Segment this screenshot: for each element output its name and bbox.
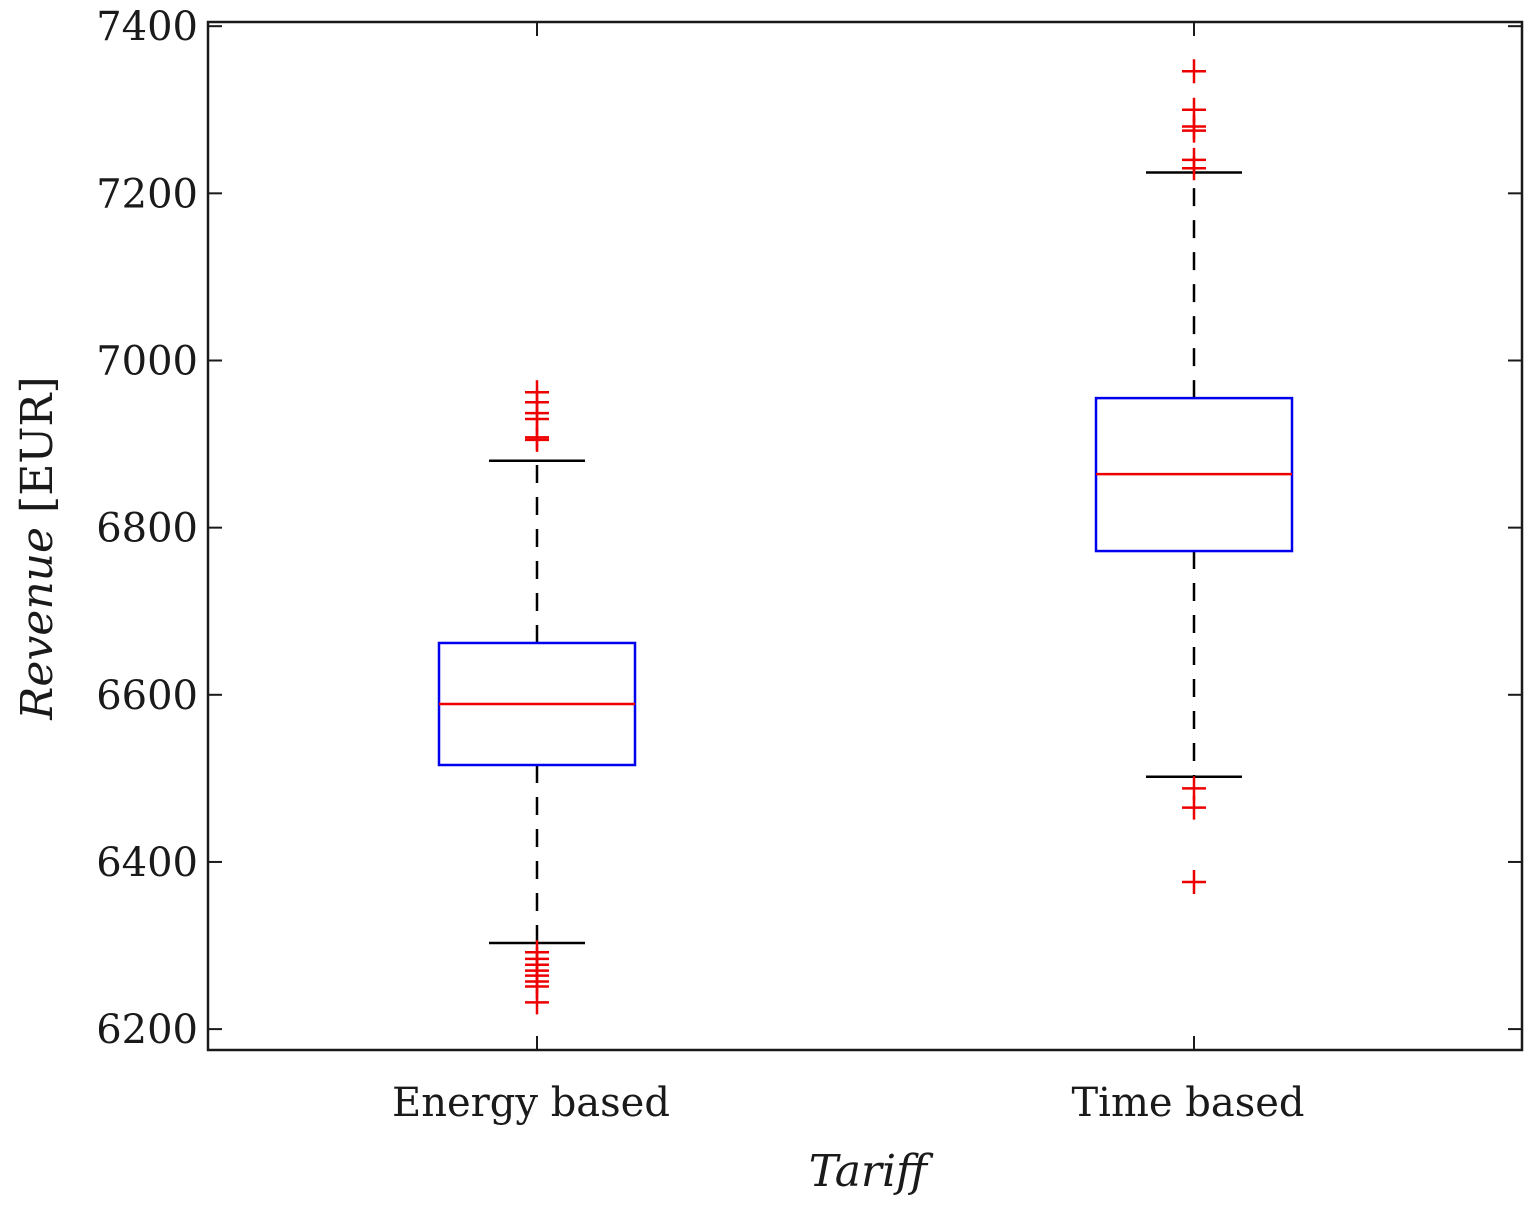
y-tick-labels: 6200 6400 6600 6800 7000 7200 7400 — [96, 4, 198, 1053]
x-tick-label: Time based — [1071, 1080, 1304, 1126]
y-axis-title-unit: [EUR] — [12, 376, 63, 527]
outlier-marker — [1182, 147, 1206, 172]
y-tick-label: 6400 — [96, 840, 198, 886]
y-axis-title-italic: Revenue — [12, 527, 63, 721]
y-tick-label: 6600 — [96, 673, 198, 719]
axis-ticks — [208, 22, 1522, 1050]
outlier-marker — [1182, 97, 1206, 122]
y-tick-label: 7400 — [96, 4, 198, 50]
box-group — [1094, 59, 1294, 895]
box-group — [437, 380, 637, 1015]
y-tick-label: 7200 — [96, 171, 198, 217]
plot-frame — [206, 20, 1524, 1052]
outlier-marker — [525, 990, 549, 1015]
outlier-marker — [1182, 795, 1206, 820]
outlier-marker — [1182, 870, 1206, 895]
y-axis-title: Revenue [EUR] — [12, 376, 63, 720]
y-tick-label: 6200 — [96, 1007, 198, 1053]
y-tick-label: 6800 — [96, 506, 198, 552]
box-series — [437, 59, 1294, 1015]
outlier-marker — [525, 380, 549, 405]
x-tick-label: Energy based — [392, 1080, 670, 1126]
outlier-marker — [1182, 59, 1206, 84]
x-tick-labels: Energy based Time based — [392, 1080, 1304, 1126]
x-axis-title: Tariff — [809, 1146, 934, 1197]
y-tick-label: 7000 — [96, 338, 198, 384]
